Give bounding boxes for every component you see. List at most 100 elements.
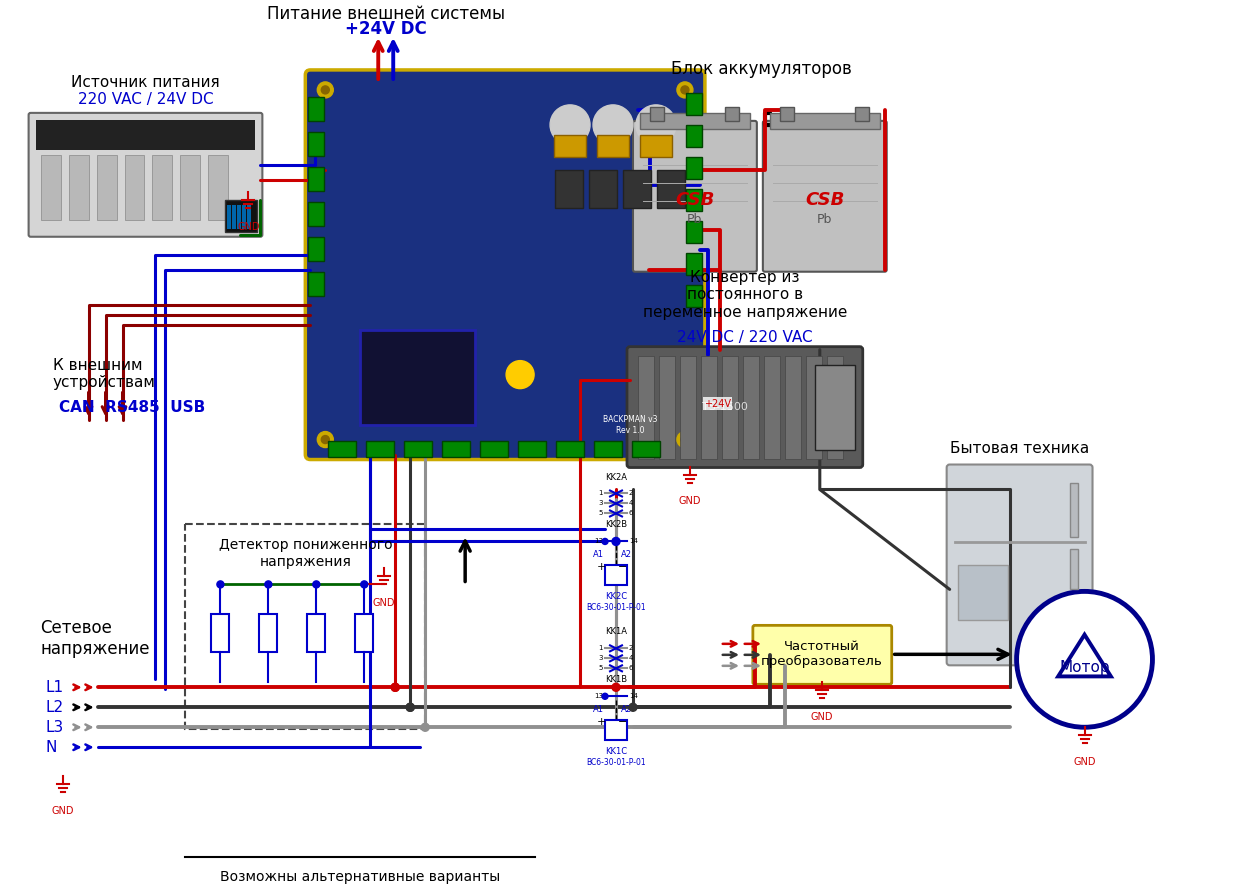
Bar bbox=[650, 107, 664, 121]
Bar bbox=[805, 355, 821, 458]
Text: A2: A2 bbox=[621, 705, 632, 714]
Circle shape bbox=[392, 683, 399, 691]
Bar bbox=[225, 200, 258, 232]
Bar bbox=[623, 170, 650, 208]
Bar bbox=[36, 120, 255, 150]
Text: 2: 2 bbox=[629, 646, 633, 651]
Bar bbox=[307, 614, 326, 653]
Bar bbox=[181, 155, 201, 219]
Bar bbox=[1069, 482, 1078, 537]
Bar bbox=[769, 113, 880, 129]
FancyBboxPatch shape bbox=[305, 70, 705, 459]
Text: 2: 2 bbox=[629, 490, 633, 496]
Bar bbox=[743, 355, 758, 458]
Bar bbox=[309, 237, 325, 261]
Text: 24V DC / 220 VAC: 24V DC / 220 VAC bbox=[676, 329, 813, 345]
Bar bbox=[597, 135, 629, 157]
Text: BC6-30-01-P-01: BC6-30-01-P-01 bbox=[586, 758, 646, 767]
Text: KK1B: KK1B bbox=[605, 675, 627, 685]
Text: Источник питания: Источник питания bbox=[71, 75, 219, 90]
Text: +24V: +24V bbox=[704, 399, 731, 408]
Circle shape bbox=[681, 86, 689, 94]
Text: +: + bbox=[596, 562, 606, 573]
Text: 1: 1 bbox=[598, 490, 603, 496]
Bar bbox=[208, 155, 228, 219]
Bar bbox=[632, 440, 660, 456]
Bar bbox=[826, 355, 843, 458]
Text: Конвертер из
постоянного в
переменное напряжение: Конвертер из постоянного в переменное на… bbox=[643, 270, 847, 320]
Bar bbox=[238, 205, 242, 229]
Text: A2: A2 bbox=[621, 551, 632, 559]
Bar bbox=[958, 565, 1007, 620]
Bar bbox=[659, 355, 675, 458]
FancyBboxPatch shape bbox=[763, 121, 887, 272]
Text: Блок аккумуляторов: Блок аккумуляторов bbox=[672, 59, 852, 78]
Circle shape bbox=[506, 361, 534, 389]
Text: Частотный
преобразователь: Частотный преобразователь bbox=[761, 640, 882, 669]
Text: 6: 6 bbox=[629, 511, 633, 517]
Bar bbox=[309, 272, 325, 296]
Circle shape bbox=[676, 432, 693, 448]
Text: 4: 4 bbox=[629, 501, 633, 506]
Text: Мотор: Мотор bbox=[1059, 660, 1110, 675]
Circle shape bbox=[265, 581, 271, 588]
Bar bbox=[404, 440, 432, 456]
Text: CSB: CSB bbox=[675, 191, 715, 209]
Bar bbox=[556, 440, 584, 456]
Text: KK2B: KK2B bbox=[605, 520, 627, 529]
Bar bbox=[555, 170, 584, 208]
Text: L2: L2 bbox=[46, 700, 63, 715]
Text: A1: A1 bbox=[593, 551, 605, 559]
Text: Детектор пониженного
напряжения: Детектор пониженного напряжения bbox=[218, 538, 392, 568]
Text: 3: 3 bbox=[598, 501, 603, 506]
Bar bbox=[554, 135, 586, 157]
Bar bbox=[152, 155, 172, 219]
Bar bbox=[228, 205, 232, 229]
Bar bbox=[259, 614, 278, 653]
Bar bbox=[442, 440, 470, 456]
Bar bbox=[361, 329, 475, 424]
Text: Сетевое
напряжение: Сетевое напряжение bbox=[41, 619, 150, 658]
Text: TS-1500: TS-1500 bbox=[703, 401, 748, 411]
Bar bbox=[686, 221, 703, 242]
Bar bbox=[328, 440, 357, 456]
Circle shape bbox=[406, 703, 414, 711]
Bar bbox=[481, 440, 508, 456]
Bar bbox=[641, 113, 750, 129]
Text: Pb: Pb bbox=[817, 213, 833, 226]
Text: 4: 4 bbox=[629, 655, 633, 662]
Circle shape bbox=[421, 723, 429, 731]
Text: −: − bbox=[618, 562, 628, 573]
Circle shape bbox=[312, 581, 320, 588]
Text: 3: 3 bbox=[598, 655, 603, 662]
Circle shape bbox=[593, 105, 633, 145]
Text: KK1A: KK1A bbox=[605, 627, 627, 637]
Bar bbox=[638, 355, 654, 458]
Circle shape bbox=[550, 105, 590, 145]
Bar bbox=[309, 131, 325, 155]
Circle shape bbox=[1016, 591, 1152, 727]
Text: BACKPMAN v3
Rev 1.0: BACKPMAN v3 Rev 1.0 bbox=[602, 416, 657, 434]
Text: KK2A: KK2A bbox=[605, 472, 627, 481]
Text: −: − bbox=[618, 718, 628, 727]
Bar bbox=[309, 167, 325, 191]
Bar bbox=[686, 189, 703, 210]
Circle shape bbox=[361, 581, 368, 588]
Circle shape bbox=[392, 683, 399, 691]
Text: BC6-30-01-P-01: BC6-30-01-P-01 bbox=[586, 603, 646, 613]
Bar bbox=[518, 440, 546, 456]
Bar bbox=[680, 355, 696, 458]
Circle shape bbox=[612, 537, 620, 545]
Circle shape bbox=[612, 683, 620, 691]
Bar bbox=[686, 253, 703, 274]
Text: 14: 14 bbox=[629, 694, 638, 699]
Text: +24V DC: +24V DC bbox=[346, 20, 427, 38]
Text: Питание внешней системы: Питание внешней системы bbox=[268, 5, 506, 23]
Bar bbox=[855, 107, 869, 121]
Text: A1: A1 bbox=[593, 705, 605, 714]
Text: CAN  RS485  USB: CAN RS485 USB bbox=[58, 400, 204, 415]
Circle shape bbox=[217, 581, 224, 588]
Text: KK1C: KK1C bbox=[605, 747, 627, 757]
Text: GND: GND bbox=[373, 599, 395, 608]
Circle shape bbox=[317, 432, 333, 448]
